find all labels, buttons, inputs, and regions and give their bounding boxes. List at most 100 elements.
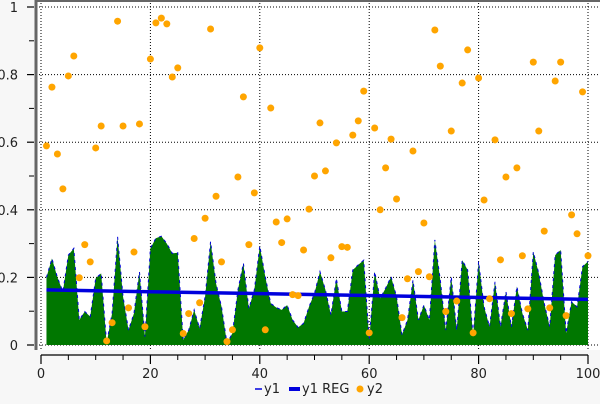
y2-point — [108, 319, 116, 327]
y2-point — [261, 326, 269, 334]
y-axis: 0 0.2 0.4 0.6 0.8 1 — [0, 1, 34, 354]
y2-point — [387, 135, 395, 143]
y2-point — [398, 314, 406, 322]
y2-point — [92, 144, 100, 152]
y2-point — [146, 55, 154, 63]
y2-point — [321, 167, 329, 175]
y2-point — [196, 299, 204, 307]
y2-point — [414, 268, 422, 276]
y2-point — [540, 227, 548, 235]
y2-point — [207, 25, 215, 33]
y2-point — [343, 243, 351, 251]
y2-point — [502, 173, 510, 181]
y2-point — [130, 248, 138, 256]
y2-point — [535, 127, 543, 135]
y2-point — [64, 72, 72, 80]
y2-point — [524, 305, 532, 313]
y2-point — [42, 142, 50, 150]
y2-point — [223, 338, 231, 346]
y2-point — [48, 83, 56, 91]
y2-point — [141, 323, 149, 331]
x-tick-label: 0 — [37, 367, 45, 382]
y2-point — [469, 329, 477, 337]
x-tick-label: 40 — [252, 367, 269, 382]
y2-point — [228, 326, 236, 334]
y2-point — [551, 77, 559, 85]
y2-point — [267, 104, 275, 112]
legend-y2-swatch — [356, 385, 364, 393]
y2-point — [70, 52, 78, 60]
y2-point — [458, 79, 466, 87]
y2-point — [311, 172, 318, 180]
y1-reg-line — [46, 288, 589, 302]
y2-point — [75, 274, 83, 282]
y2-point — [349, 131, 357, 139]
y2-point — [157, 14, 165, 22]
y2-point — [403, 275, 411, 283]
y2-point — [431, 26, 439, 34]
y2-point — [163, 20, 171, 28]
y2-point — [168, 73, 176, 81]
y2-point — [365, 329, 373, 337]
y2-point — [190, 235, 198, 243]
y2-point — [59, 185, 67, 193]
legend-y1-reg-label: y1 REG — [302, 382, 349, 397]
y2-point — [272, 218, 280, 226]
y2-point — [518, 252, 526, 260]
y2-point — [529, 58, 537, 66]
y2-point — [557, 58, 565, 66]
y2-point — [86, 258, 94, 266]
y2-point — [201, 214, 209, 222]
y2-point — [579, 88, 587, 96]
y2-point — [103, 337, 111, 345]
y1-area-fill — [46, 236, 589, 345]
y2-point — [81, 241, 89, 249]
y-tick-label: 0 — [10, 339, 18, 354]
y2-point — [382, 164, 390, 172]
y2-point — [332, 139, 340, 147]
y2-point — [562, 312, 570, 320]
y2-point — [300, 246, 308, 254]
y2-point — [294, 292, 302, 300]
y2-point — [513, 164, 521, 172]
legend-y2-label: y2 — [367, 382, 383, 397]
y2-point — [174, 64, 182, 72]
y2-point — [135, 120, 143, 128]
y2-point — [409, 147, 417, 155]
y2-point — [218, 258, 226, 266]
y2-point — [546, 304, 554, 312]
x-tick-label: 80 — [470, 367, 487, 382]
y2-point — [486, 295, 494, 303]
y2-point — [425, 273, 433, 281]
y1-regression-line — [46, 288, 589, 302]
y2-point — [491, 136, 499, 144]
y-tick-label: 0.6 — [0, 136, 18, 151]
y2-point — [584, 252, 592, 260]
y-tick-label: 0.8 — [0, 69, 18, 84]
y2-point — [464, 46, 472, 54]
y2-point — [507, 310, 515, 318]
legend-y1-label: y1 — [264, 382, 280, 397]
y2-point — [442, 308, 450, 316]
y2-point — [212, 192, 220, 200]
y2-point — [256, 44, 264, 52]
y-tick-label: 1 — [10, 1, 18, 16]
legend: y1 y1 REG y2 — [255, 382, 383, 397]
y2-point — [119, 122, 127, 130]
y2-point — [453, 297, 461, 305]
x-tick-label: 60 — [361, 367, 378, 382]
y2-point — [283, 215, 291, 223]
y2-point — [480, 196, 488, 204]
y1-area — [45, 235, 589, 345]
y2-point — [250, 189, 258, 197]
y2-point — [475, 74, 483, 82]
x-axis: 0 20 40 60 80 100 — [37, 354, 600, 382]
y2-point — [371, 124, 379, 132]
y2-point — [568, 211, 576, 219]
y2-point — [97, 122, 105, 130]
y2-points — [42, 14, 592, 346]
y2-point — [114, 17, 122, 25]
y2-point — [234, 173, 242, 181]
y2-point — [316, 119, 324, 127]
